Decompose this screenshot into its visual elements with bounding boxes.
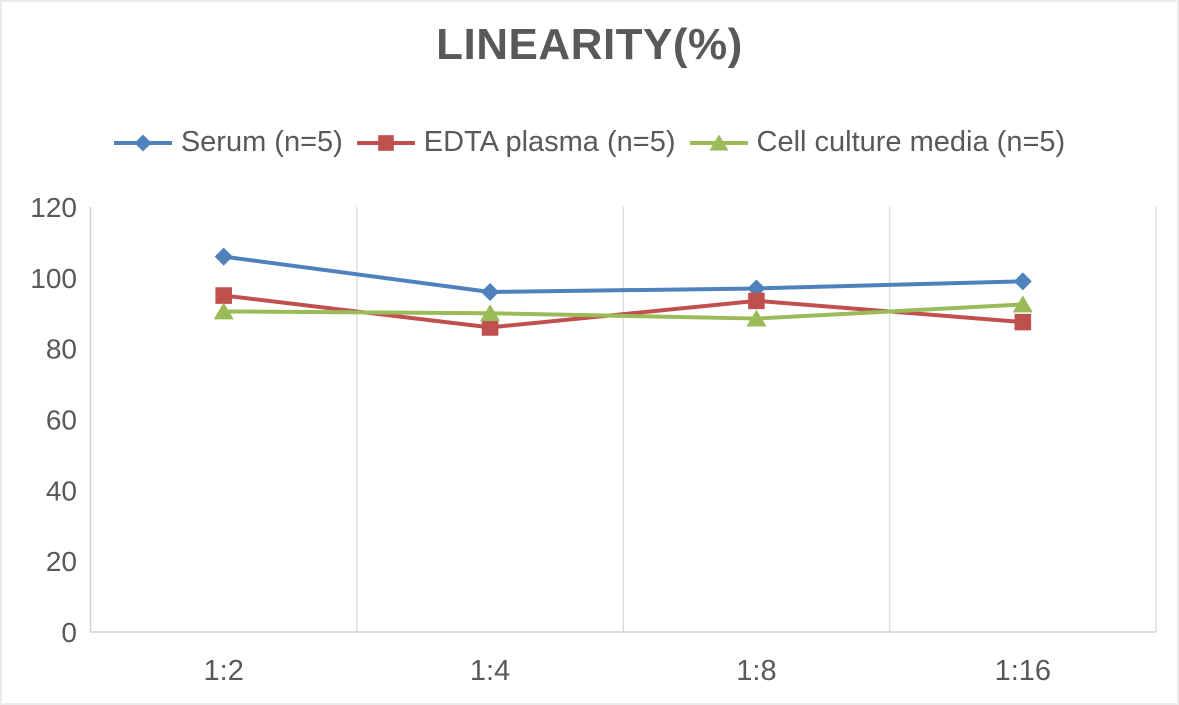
legend: Serum (n=5) EDTA plasma (n=5) Cell culture… [2, 126, 1177, 159]
series-line-serum-n-5 [221, 254, 1025, 294]
y-axis-tick-label: 60 [46, 405, 77, 436]
triangle-legend-marker-icon [689, 134, 748, 150]
x-axis-category-label: 1:4 [470, 655, 510, 687]
square-data-marker-edta-plasma-n-5 [481, 319, 499, 336]
x-axis-category-label: 1:8 [736, 655, 776, 687]
diamond-data-marker-serum-n-5 [481, 283, 500, 301]
diamond-data-marker-serum-n-5 [1013, 272, 1032, 291]
square-legend-marker-icon [356, 134, 415, 151]
y-axis-tick-label: 0 [61, 617, 77, 648]
triangle-data-marker-cell-culture-media-n-5 [1012, 295, 1033, 313]
triangle-data-marker-cell-culture-media-n-5 [213, 302, 234, 320]
square-data-marker-edta-plasma-n-5 [748, 292, 765, 310]
legend-item-cell-culture-media-n-5: Cell culture media (n=5) [689, 126, 1066, 159]
triangle-data-marker-cell-culture-media-n-5 [479, 304, 501, 322]
y-axis-tick-label: 120 [30, 192, 77, 223]
square-data-marker-edta-plasma-n-5 [215, 287, 232, 304]
x-axis-category-label: 1:16 [995, 655, 1051, 687]
diamond-data-marker-serum-n-5 [214, 247, 233, 266]
triangle-data-marker-cell-culture-media-n-5 [746, 309, 767, 327]
legend-label: Serum (n=5) [180, 126, 343, 158]
y-axis-tick-label: 80 [46, 334, 77, 365]
legend-item-serum-n-5: Serum (n=5) [113, 126, 343, 159]
square-data-marker-edta-plasma-n-5 [1014, 313, 1032, 331]
y-axis-tick-label: 100 [30, 263, 77, 294]
legend-label: EDTA plasma (n=5) [423, 126, 676, 158]
diamond-legend-marker-icon [113, 134, 172, 151]
legend-label: Cell culture media (n=5) [756, 126, 1066, 158]
y-axis-tick-label: 20 [46, 546, 77, 577]
x-axis-category-label: 1:2 [204, 655, 244, 687]
y-axis-tick-label: 40 [46, 475, 77, 506]
legend-item-edta-plasma-n-5: EDTA plasma (n=5) [356, 126, 676, 159]
series-line-cell-culture-media-n-5 [221, 302, 1025, 321]
chart-title: LINEARITY(%) [436, 20, 743, 69]
